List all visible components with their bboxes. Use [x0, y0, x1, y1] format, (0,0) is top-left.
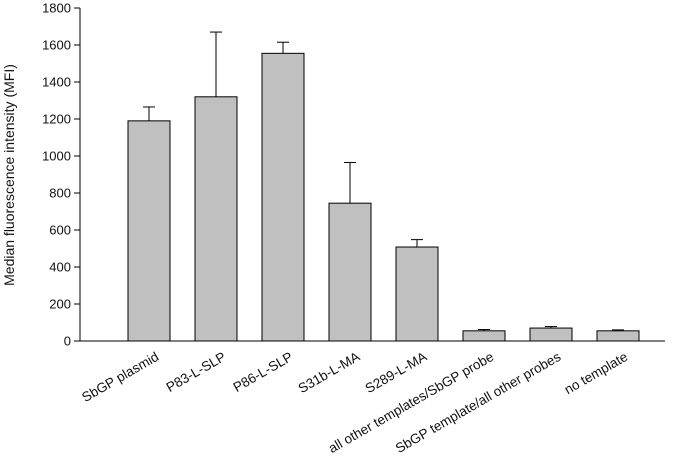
x-category-label: no template [562, 349, 631, 397]
x-category-label: S31b-L-MA [296, 349, 363, 396]
y-tick-label: 1400 [42, 75, 71, 90]
y-tick-label: 1000 [42, 149, 71, 164]
error-bars-group [143, 31, 624, 331]
x-category-label: P86-L-SLP [231, 349, 296, 395]
y-tick-label: 1200 [42, 112, 71, 127]
y-axis: 0 200 400 600 800 1000 1200 1400 1600 1800 [42, 1, 81, 349]
bars-group [127, 52, 640, 342]
bar [529, 327, 573, 342]
y-axis-title: Median fluorescence intensity (MFI) [1, 64, 17, 286]
y-tick-label: 0 [64, 334, 71, 349]
x-axis: SbGP plasmid P83-L-SLP P86-L-SLP S31b-L-MA S… [79, 340, 665, 456]
bar [462, 330, 506, 342]
bar [596, 330, 640, 342]
x-category-label: P83-L-SLP [164, 349, 229, 395]
y-tick-label: 600 [49, 223, 71, 238]
y-tick-label: 1600 [42, 38, 71, 53]
bar [127, 120, 171, 342]
y-tick-label: 400 [49, 260, 71, 275]
y-tick-label: 1800 [42, 1, 71, 16]
bar [395, 246, 439, 342]
bar [328, 202, 372, 342]
x-category-label: SbGP plasmid [79, 349, 161, 405]
y-tick-label: 800 [49, 186, 71, 201]
y-tick-label: 200 [49, 297, 71, 312]
bar [261, 52, 305, 342]
bar [194, 96, 238, 342]
